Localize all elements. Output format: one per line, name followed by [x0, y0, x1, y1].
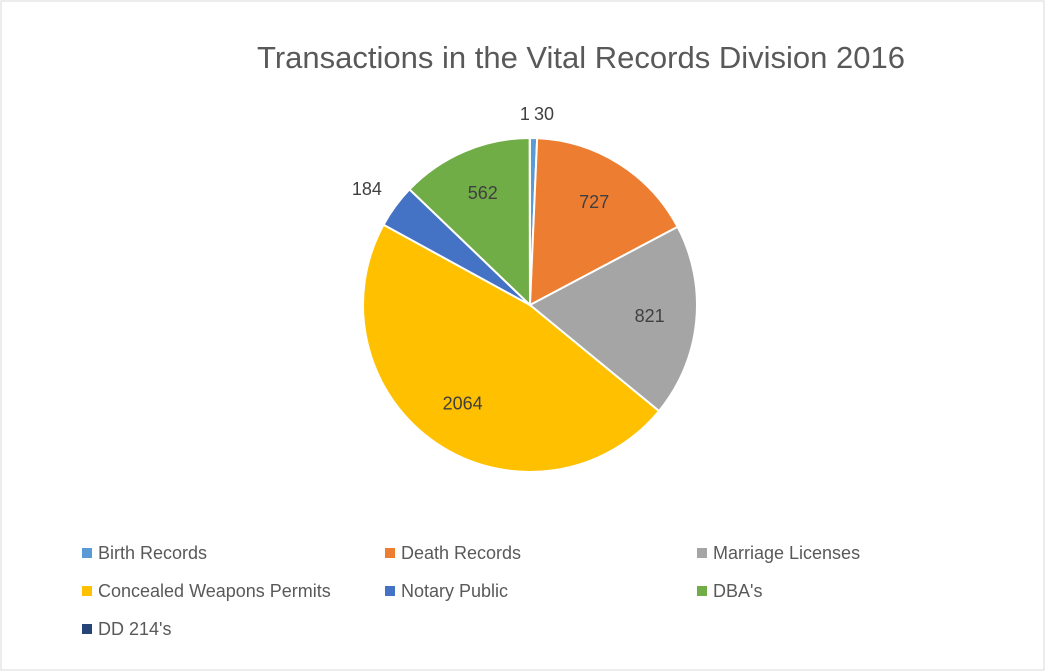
- legend-marker: [697, 548, 707, 558]
- legend-marker: [82, 624, 92, 634]
- data-label: 2064: [443, 393, 483, 413]
- legend-marker: [82, 548, 92, 558]
- legend-marker: [697, 586, 707, 596]
- legend-label: DBA's: [713, 581, 762, 601]
- legend-label: Notary Public: [401, 581, 508, 601]
- data-label: 562: [468, 183, 498, 203]
- data-label: 821: [635, 306, 665, 326]
- pie-slice: [408, 136, 532, 308]
- data-label: 727: [579, 192, 609, 212]
- legend-label: Death Records: [401, 543, 521, 563]
- legend-label: Birth Records: [98, 543, 207, 563]
- legend-marker: [82, 586, 92, 596]
- pie-slice: [528, 137, 679, 307]
- data-label: 1: [520, 104, 530, 124]
- legend-label: DD 214's: [98, 619, 171, 639]
- data-label: 30: [534, 104, 554, 124]
- data-label: 184: [352, 179, 382, 199]
- legend-marker: [385, 586, 395, 596]
- pie-slice: [528, 225, 698, 413]
- legend-marker: [385, 548, 395, 558]
- legend-label: Marriage Licenses: [713, 543, 860, 563]
- chart-title: Transactions in the Vital Records Divisi…: [257, 40, 905, 75]
- legend-label: Concealed Weapons Permits: [98, 581, 331, 601]
- pie-slice: [362, 223, 661, 473]
